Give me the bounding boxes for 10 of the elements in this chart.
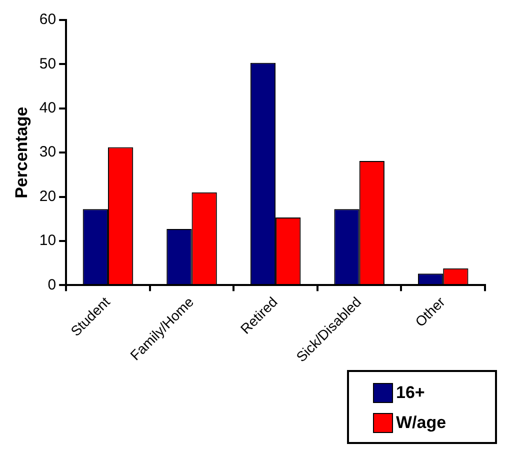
y-axis-title: Percentage: [12, 106, 31, 198]
y-tick-label: 30: [39, 144, 56, 161]
y-tick-label: 20: [39, 188, 56, 205]
y-tick-label: 10: [39, 232, 56, 250]
legend-label: W/age: [396, 413, 446, 433]
legend-label: 16+: [396, 383, 425, 403]
y-tick-label: 50: [39, 55, 56, 72]
y-tick-label: 40: [39, 100, 56, 117]
y-tick-label: 60: [39, 11, 56, 28]
y-tick-label: 0: [48, 276, 56, 294]
